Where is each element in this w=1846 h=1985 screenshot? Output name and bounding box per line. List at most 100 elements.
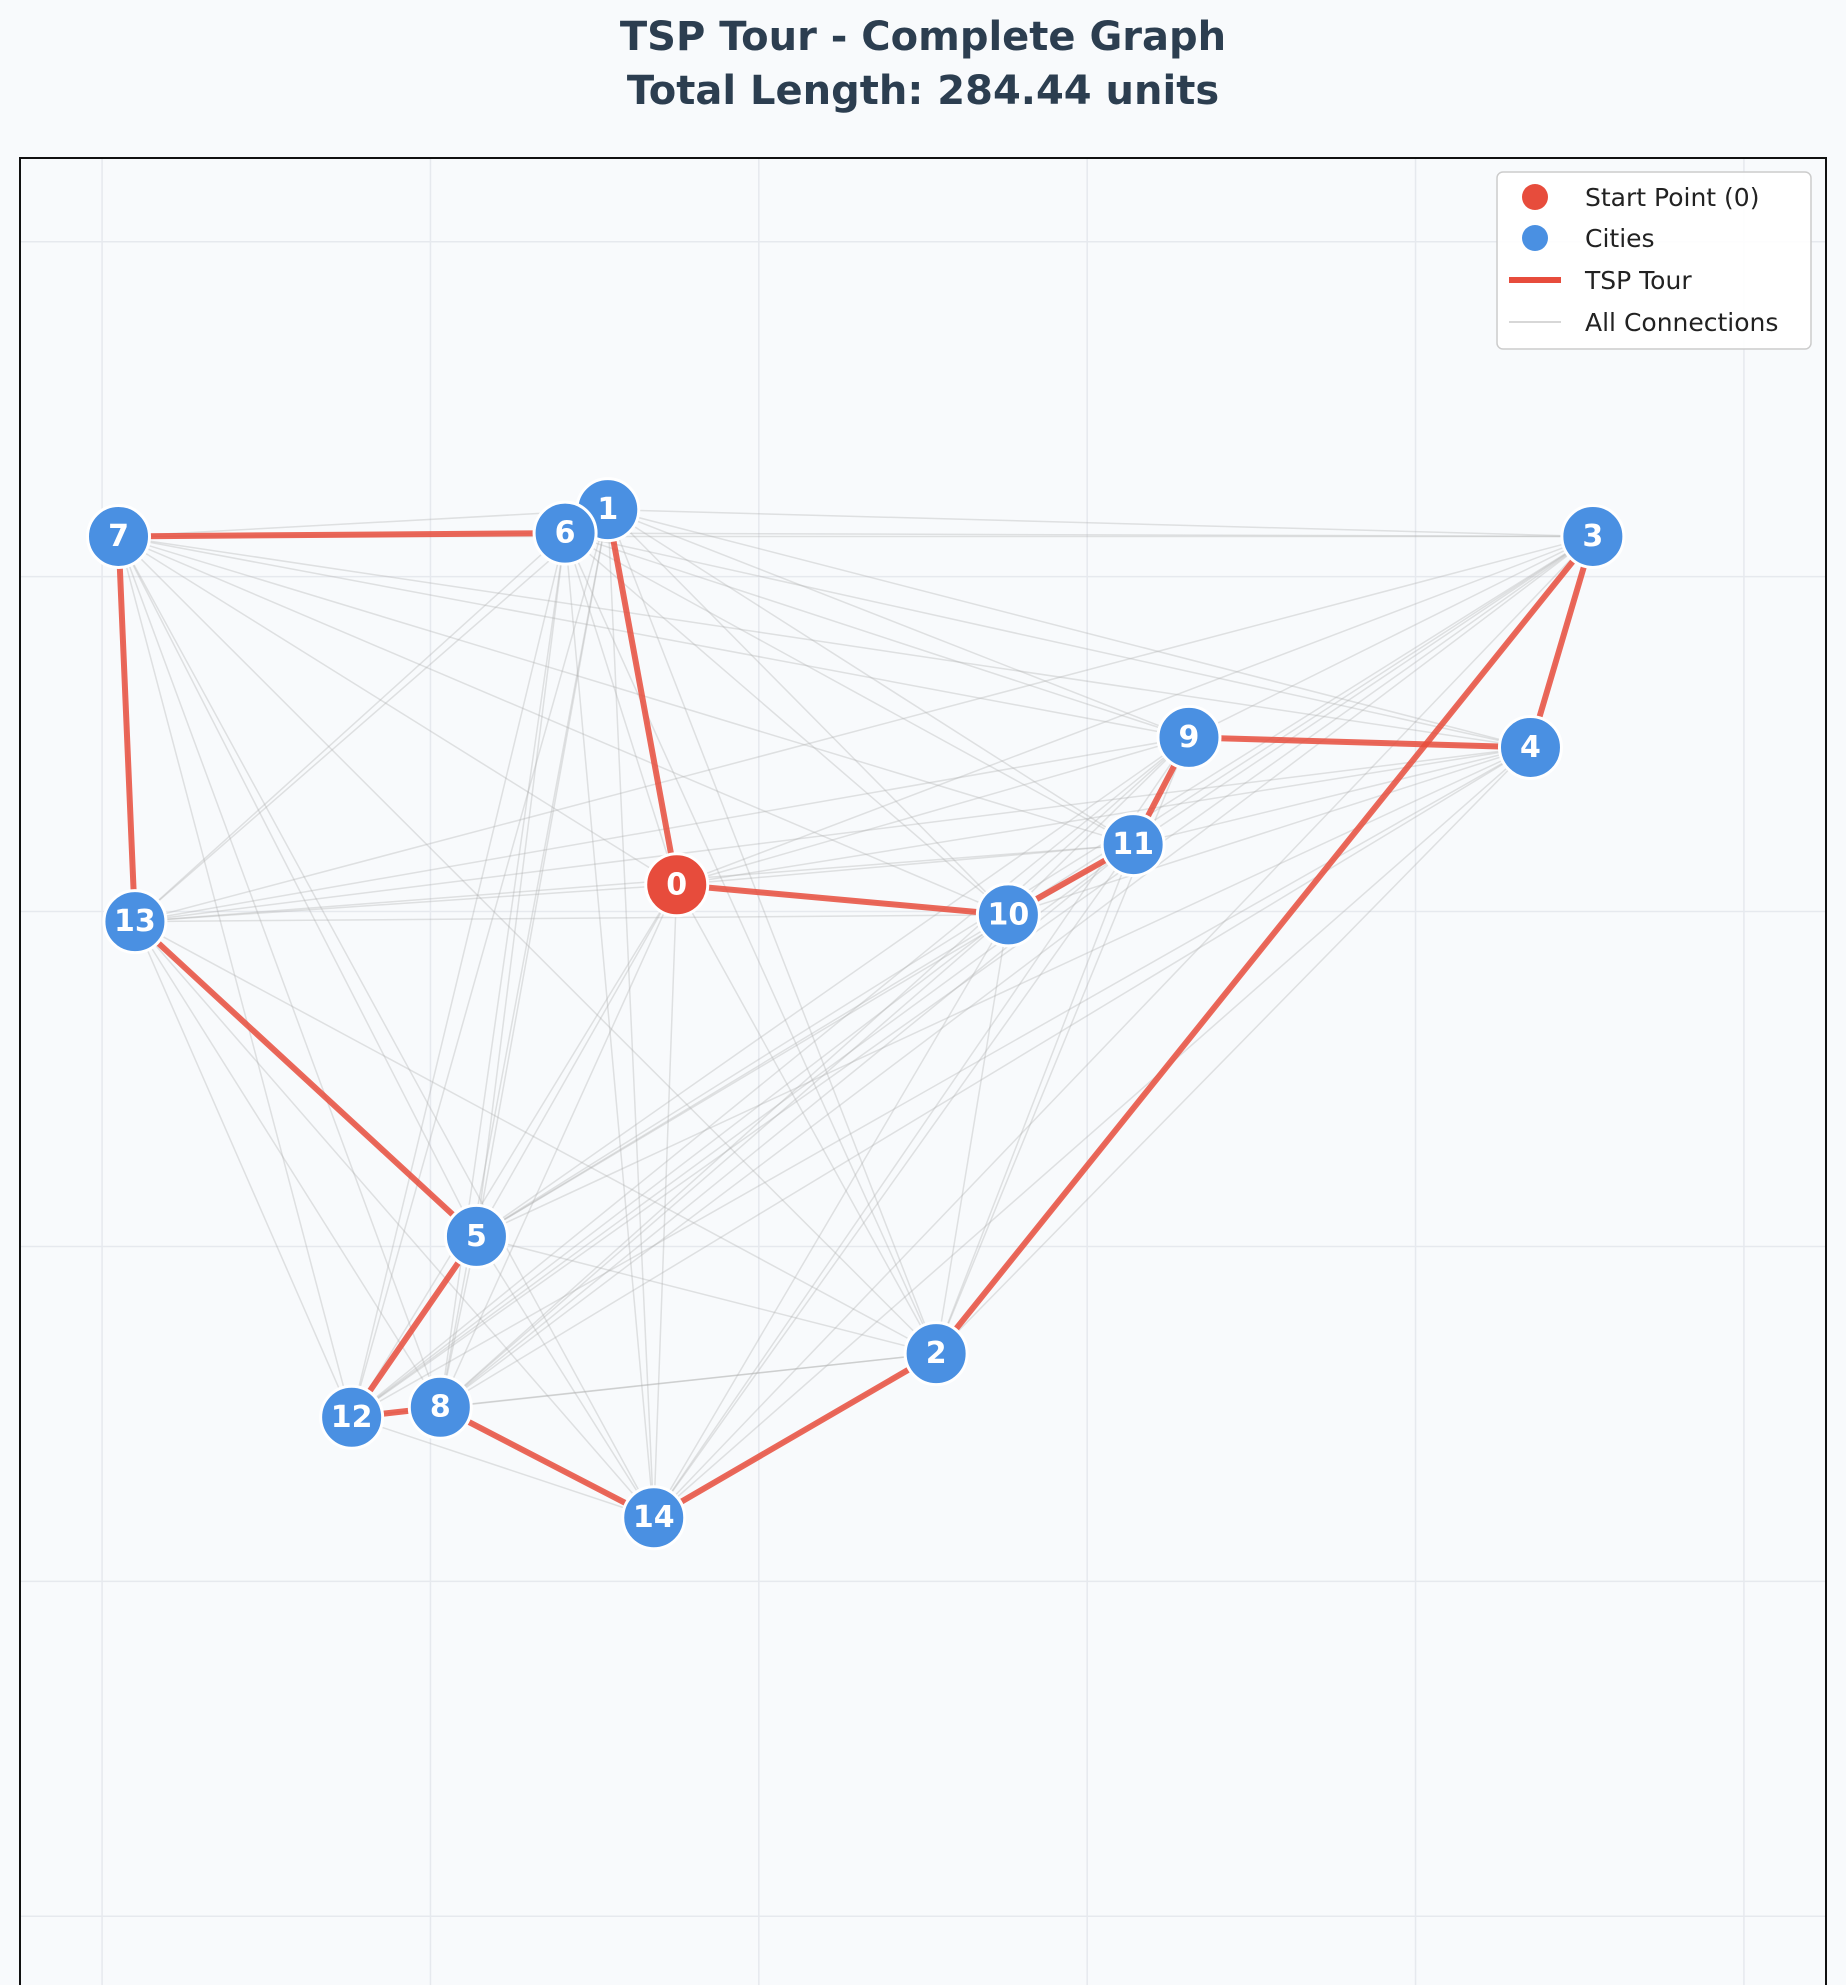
- city-node-11: 11: [1100, 812, 1166, 878]
- connection-edge: [1188, 535, 1594, 739]
- city-node-marker: [86, 503, 152, 569]
- connection-edge: [564, 532, 1009, 916]
- tsp-tour: [115, 506, 1596, 1521]
- connection-edge: [653, 535, 1594, 1519]
- connection-edge: [607, 509, 937, 1354]
- city-node-8: 8: [407, 1374, 473, 1440]
- connection-edge: [118, 535, 1190, 739]
- connection-edge: [475, 533, 566, 1237]
- connection-edge: [134, 921, 353, 1418]
- connection-edge: [653, 914, 1010, 1519]
- connection-edge: [935, 914, 1010, 1354]
- tour-edge: [604, 506, 680, 888]
- connection-edge: [117, 536, 478, 1237]
- connection-edge: [439, 914, 1009, 1408]
- start-node-marker: [644, 852, 710, 918]
- connection-edge: [439, 736, 1190, 1408]
- connection-edge: [351, 914, 1009, 1418]
- city-node-marker: [407, 1374, 473, 1440]
- connection-edge: [564, 532, 1531, 749]
- connection-edge: [134, 843, 1134, 923]
- connection-edge: [565, 532, 1593, 538]
- legend-tour-label: TSP Tour: [1584, 266, 1692, 295]
- tour-edge: [348, 1233, 480, 1421]
- tour-edge: [673, 881, 1012, 918]
- connection-edge: [134, 535, 1594, 923]
- tour-edge: [131, 918, 480, 1240]
- city-node-marker: [1560, 503, 1626, 569]
- connection-edge: [475, 509, 609, 1237]
- connection-edge: [607, 508, 1593, 538]
- connection-edge: [564, 532, 1190, 739]
- city-node-marker: [621, 1485, 687, 1551]
- city-node-4: 4: [1497, 714, 1563, 780]
- connection-edge: [134, 921, 441, 1408]
- city-node-label: 2: [926, 1336, 947, 1371]
- city-node-label: 13: [114, 904, 156, 939]
- legend-start-label: Start Point (0): [1585, 183, 1759, 212]
- city-node-marker: [532, 500, 598, 566]
- legend-connection-label: All Connections: [1585, 308, 1778, 337]
- city-node-marker: [975, 882, 1041, 948]
- city-node-marker: [1156, 704, 1222, 770]
- connection-edge: [134, 884, 677, 923]
- city-node-6: 6: [532, 500, 598, 566]
- tour-edge: [933, 533, 1596, 1357]
- city-node-label: 12: [331, 1400, 373, 1435]
- connection-edge: [676, 884, 937, 1354]
- connection-edge: [117, 535, 937, 1355]
- connection-edge: [676, 746, 1531, 886]
- city-node-5: 5: [443, 1203, 509, 1269]
- city-node-label: 9: [1179, 720, 1200, 755]
- connection-edge: [607, 508, 1531, 749]
- connection-edge: [350, 509, 609, 1418]
- chart-title-line1: TSP Tour - Complete Graph: [619, 14, 1227, 60]
- chart-title-line2: Total Length: 284.44 units: [626, 68, 1220, 114]
- connection-edge: [117, 536, 442, 1408]
- connection-edge: [607, 508, 1190, 739]
- connection-edge: [439, 884, 678, 1408]
- connection-edge: [134, 746, 1531, 923]
- city-node-label: 5: [466, 1219, 487, 1254]
- connection-edge: [118, 508, 608, 538]
- connection-edge: [351, 1416, 654, 1519]
- plot-area: [20, 158, 1826, 1985]
- city-node-marker: [443, 1203, 509, 1269]
- city-node-label: 4: [1520, 730, 1541, 765]
- city-node-label: 8: [430, 1390, 451, 1425]
- connection-edge: [134, 914, 1009, 923]
- legend-box: [1496, 171, 1812, 350]
- connection-edge: [653, 844, 1134, 1519]
- connection-edge: [1132, 746, 1531, 846]
- connection-edge: [475, 736, 1190, 1238]
- connection-edge: [118, 535, 1531, 749]
- city-node-10: 10: [975, 882, 1041, 948]
- connection-edge: [676, 736, 1190, 886]
- connection-edge: [476, 914, 1009, 1238]
- connection-edge: [652, 884, 678, 1518]
- city-node-label: 10: [987, 897, 1029, 932]
- connection-edge: [935, 844, 1134, 1354]
- connection-edge: [676, 535, 1594, 886]
- city-node-label: 6: [555, 516, 576, 551]
- city-node-12: 12: [319, 1384, 385, 1450]
- city-node-13: 13: [102, 889, 168, 955]
- connection-edge: [134, 736, 1190, 923]
- connection-edge: [351, 736, 1190, 1418]
- connection-edge: [134, 921, 655, 1519]
- legend-city-label: Cities: [1585, 224, 1655, 253]
- plot-frame: [19, 157, 1827, 1985]
- connection-edge: [475, 1236, 655, 1519]
- city-node-marker: [102, 889, 168, 955]
- connection-edge: [351, 535, 1594, 1418]
- connection-edge: [1008, 746, 1531, 916]
- chart-title: TSP Tour - Complete Graph Total Length: …: [0, 10, 1846, 118]
- tour-edge: [437, 1404, 657, 1521]
- connection-edge: [676, 843, 1134, 886]
- city-node-marker: [319, 1384, 385, 1450]
- connection-edge: [117, 536, 655, 1519]
- connection-edge: [134, 532, 566, 923]
- connection-edge: [564, 533, 655, 1518]
